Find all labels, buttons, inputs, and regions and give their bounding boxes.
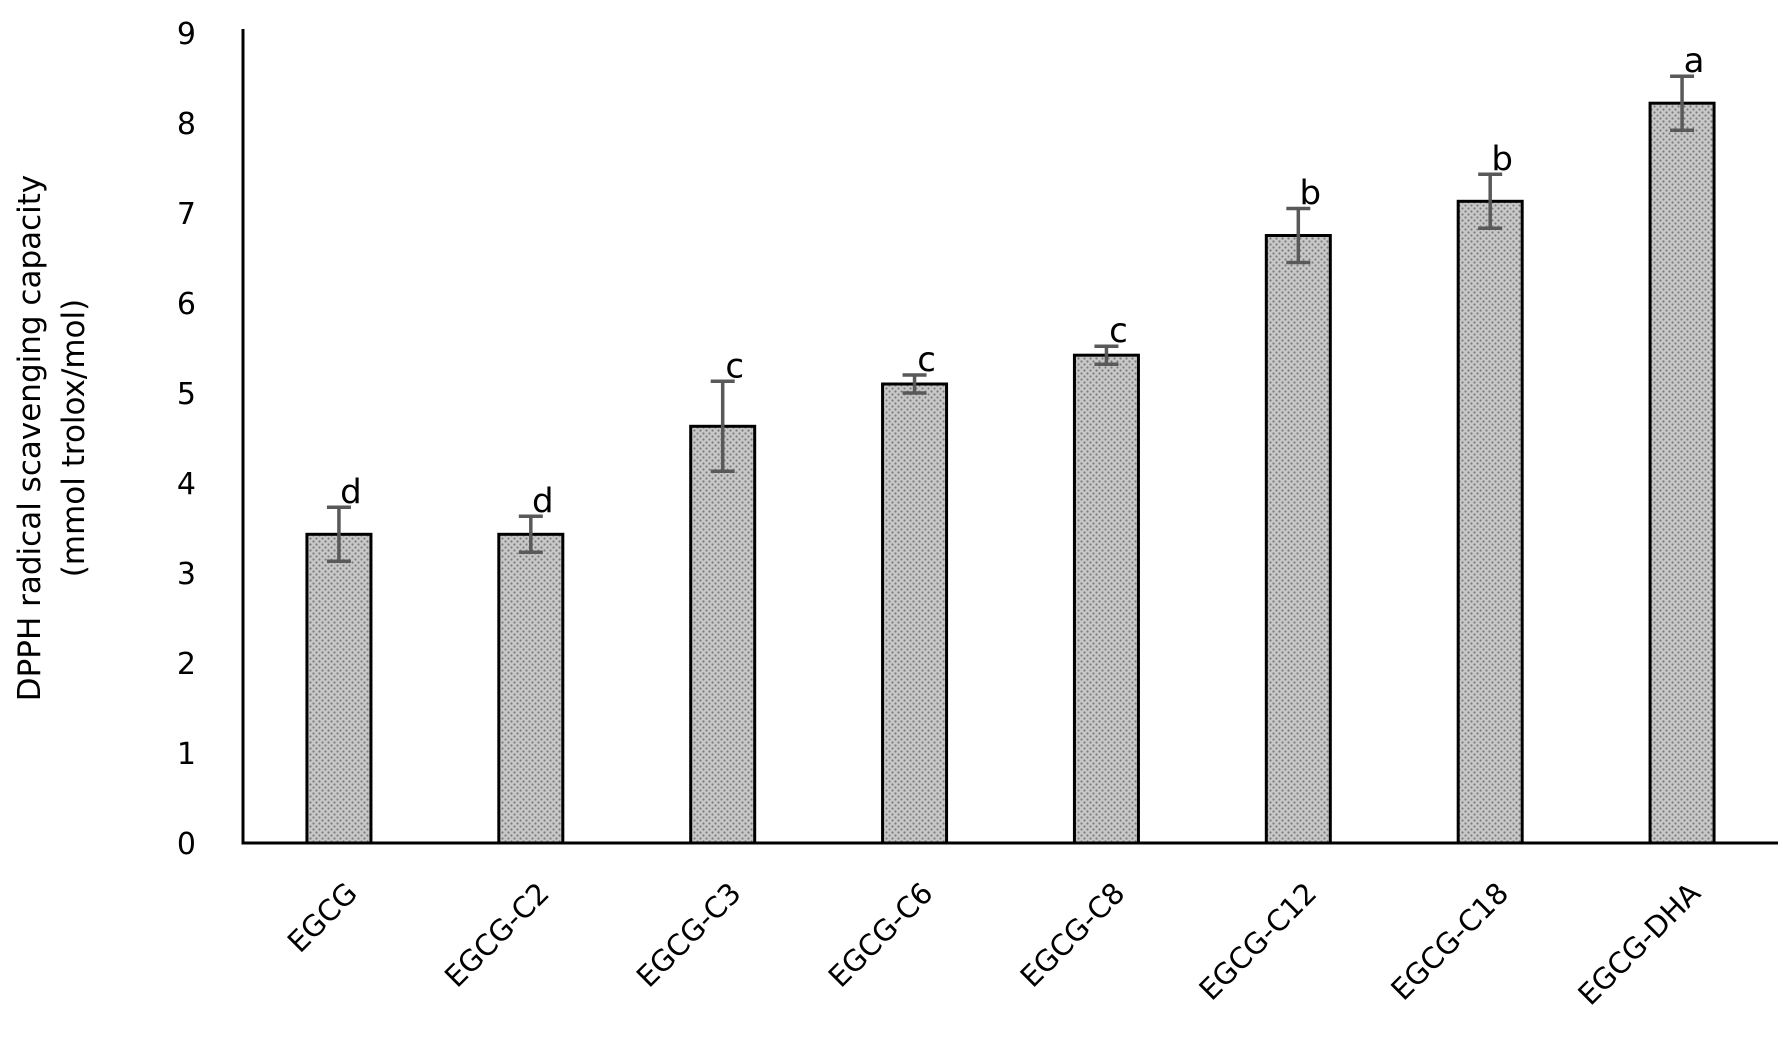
bar-egcg-c12 (1264, 234, 1332, 845)
error-bars (326, 74, 1695, 564)
x-axis-category-labels: EGCG EGCG-C2 EGCG-C3 EGCG-C6 EGCG-C8 EGCG-C12… (281, 876, 1707, 1012)
error-bar-egcg-c18 (1478, 172, 1503, 231)
bar-egcg (305, 532, 373, 845)
significance-label: d (532, 481, 554, 521)
error-bar-egcg-c3 (710, 379, 735, 474)
y-axis-title-line-2: (mmol trolox/mol) (56, 299, 92, 577)
y-axis-title-line-1: DPPH radical scavenging capacity (12, 175, 48, 702)
bars (305, 101, 1716, 845)
y-tick-label: 2 (177, 647, 196, 682)
y-tick-label: 1 (177, 737, 196, 772)
y-tick-label: 8 (177, 107, 196, 142)
error-bar-egcg-c12 (1286, 206, 1311, 265)
y-tick-label: 6 (177, 287, 196, 322)
bar-egcg-dha (1648, 101, 1716, 845)
category-label: EGCG-C3 (630, 876, 748, 994)
y-tick-label: 9 (177, 17, 196, 52)
category-label: EGCG (281, 876, 364, 959)
y-tick-label: 0 (177, 827, 196, 862)
y-tick-label: 5 (177, 377, 196, 412)
category-label: EGCG-C6 (822, 876, 940, 994)
y-axis-ticks: 0 1 2 3 4 5 6 7 8 9 (177, 17, 196, 862)
y-tick-label: 3 (177, 557, 196, 592)
y-tick-label: 4 (177, 467, 196, 502)
bar-egcg-c8 (1072, 353, 1140, 845)
significance-label: b (1300, 174, 1322, 214)
bar-egcg-c3 (689, 424, 757, 845)
category-label: EGCG-C18 (1384, 876, 1515, 1007)
significance-label: a (1684, 41, 1705, 81)
error-bar-egcg-c6 (902, 373, 927, 395)
axes (241, 29, 1778, 845)
significance-label: c (1109, 311, 1128, 351)
y-axis-title: DPPH radical scavenging capacity (mmol tr… (12, 175, 92, 702)
y-tick-label: 7 (177, 197, 196, 232)
significance-label: c (725, 346, 744, 386)
bar-egcg-c2 (497, 532, 565, 845)
significance-label: d (340, 472, 362, 512)
category-label: EGCG-C2 (438, 876, 556, 994)
category-label: EGCG-C12 (1192, 876, 1323, 1007)
y-axis-title-text: DPPH radical scavenging capacity (mmol tr… (12, 175, 92, 702)
error-bar-egcg-dha (1670, 74, 1695, 132)
category-label: EGCG-C8 (1014, 876, 1132, 994)
error-bar-egcg-c2 (518, 514, 543, 555)
bar-egcg-c18 (1456, 199, 1524, 845)
significance-labels: d d c c c b b a (340, 41, 1704, 521)
error-bar-egcg (326, 505, 351, 564)
bar-egcg-c6 (881, 382, 949, 845)
significance-label: c (917, 340, 936, 380)
significance-label: b (1491, 139, 1513, 179)
error-bar-egcg-c8 (1094, 344, 1119, 366)
category-label: EGCG-DHA (1571, 876, 1707, 1012)
